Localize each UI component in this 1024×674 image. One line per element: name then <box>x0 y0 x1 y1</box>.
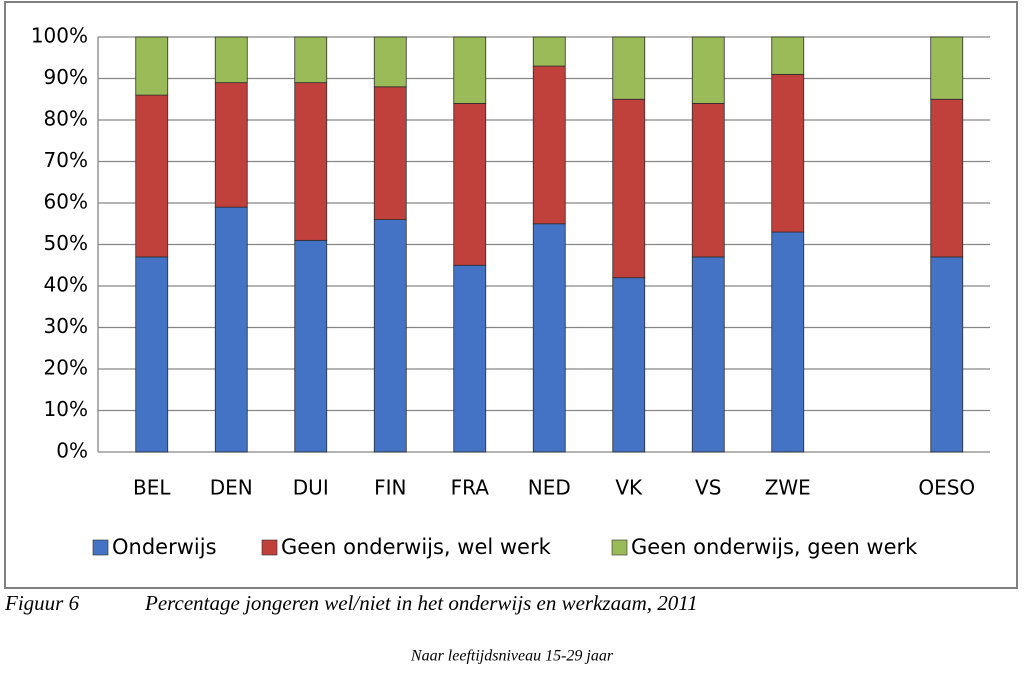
x-tick-label: ZWE <box>765 476 811 500</box>
bar-segment <box>373 36 407 88</box>
bar-segment <box>532 36 566 67</box>
y-tick-label: 70% <box>44 148 88 172</box>
bar-segment <box>294 36 328 84</box>
x-tick-label: NED <box>528 476 571 500</box>
bar-segment <box>214 82 248 208</box>
figure-label: Figuur 6 <box>4 591 80 615</box>
y-tick-label: 90% <box>44 65 88 89</box>
bar-segment <box>691 256 725 453</box>
y-tick-label: 20% <box>44 356 88 380</box>
bar-segment <box>453 36 487 104</box>
bar-segment <box>930 98 964 258</box>
bar-segment <box>612 36 646 100</box>
x-tick-label: VS <box>695 476 721 500</box>
y-tick-label: 50% <box>44 231 88 255</box>
x-tick-label: VK <box>615 476 643 500</box>
bar-segment <box>771 73 805 233</box>
x-tick-label: DUI <box>293 476 329 500</box>
legend-label: Geen onderwijs, geen werk <box>631 535 918 559</box>
chart-title: Percentage jongeren wel/niet in het onde… <box>144 591 698 615</box>
y-tick-label: 80% <box>44 107 88 131</box>
y-tick-label: 100% <box>31 24 88 48</box>
y-tick-label: 60% <box>44 190 88 214</box>
x-tick-label: BEL <box>133 476 171 500</box>
bar-segment <box>214 206 248 453</box>
bar-segment <box>532 223 566 453</box>
legend-swatch <box>261 539 278 556</box>
legend-swatch <box>92 539 109 556</box>
bar-segment <box>294 82 328 241</box>
bar-segment <box>294 239 328 453</box>
x-tick-label: FIN <box>374 476 406 500</box>
legend-label: Onderwijs <box>112 535 217 559</box>
chart-subtitle: Naar leeftijdsniveau 15-29 jaar <box>410 648 614 665</box>
x-tick-label: FRA <box>451 476 490 500</box>
bar-segment <box>373 86 407 221</box>
bar-segment <box>135 94 169 258</box>
bar-segment <box>930 36 964 100</box>
bar-segment <box>612 277 646 453</box>
bar-segment <box>612 98 646 279</box>
bar-segment <box>691 36 725 104</box>
y-tick-label: 10% <box>44 397 88 421</box>
x-tick-label: DEN <box>210 476 253 500</box>
bar-segment <box>373 219 407 453</box>
x-tick-label: OESO <box>918 476 975 500</box>
bar-segment <box>453 103 487 266</box>
bar-segment <box>135 36 169 96</box>
chart-frame <box>4 1 1018 589</box>
bar-segment <box>691 103 725 258</box>
y-tick-label: 30% <box>44 314 88 338</box>
bar-segment <box>214 36 248 84</box>
legend-label: Geen onderwijs, wel werk <box>281 535 552 559</box>
bar-segment <box>930 256 964 453</box>
bar-segment <box>135 256 169 453</box>
bar-segment <box>453 264 487 453</box>
y-tick-label: 0% <box>56 439 88 463</box>
bar-segment <box>532 65 566 225</box>
bar-segment <box>771 231 805 453</box>
y-tick-label: 40% <box>44 273 88 297</box>
bar-segment <box>771 36 805 75</box>
legend-swatch <box>611 539 628 556</box>
